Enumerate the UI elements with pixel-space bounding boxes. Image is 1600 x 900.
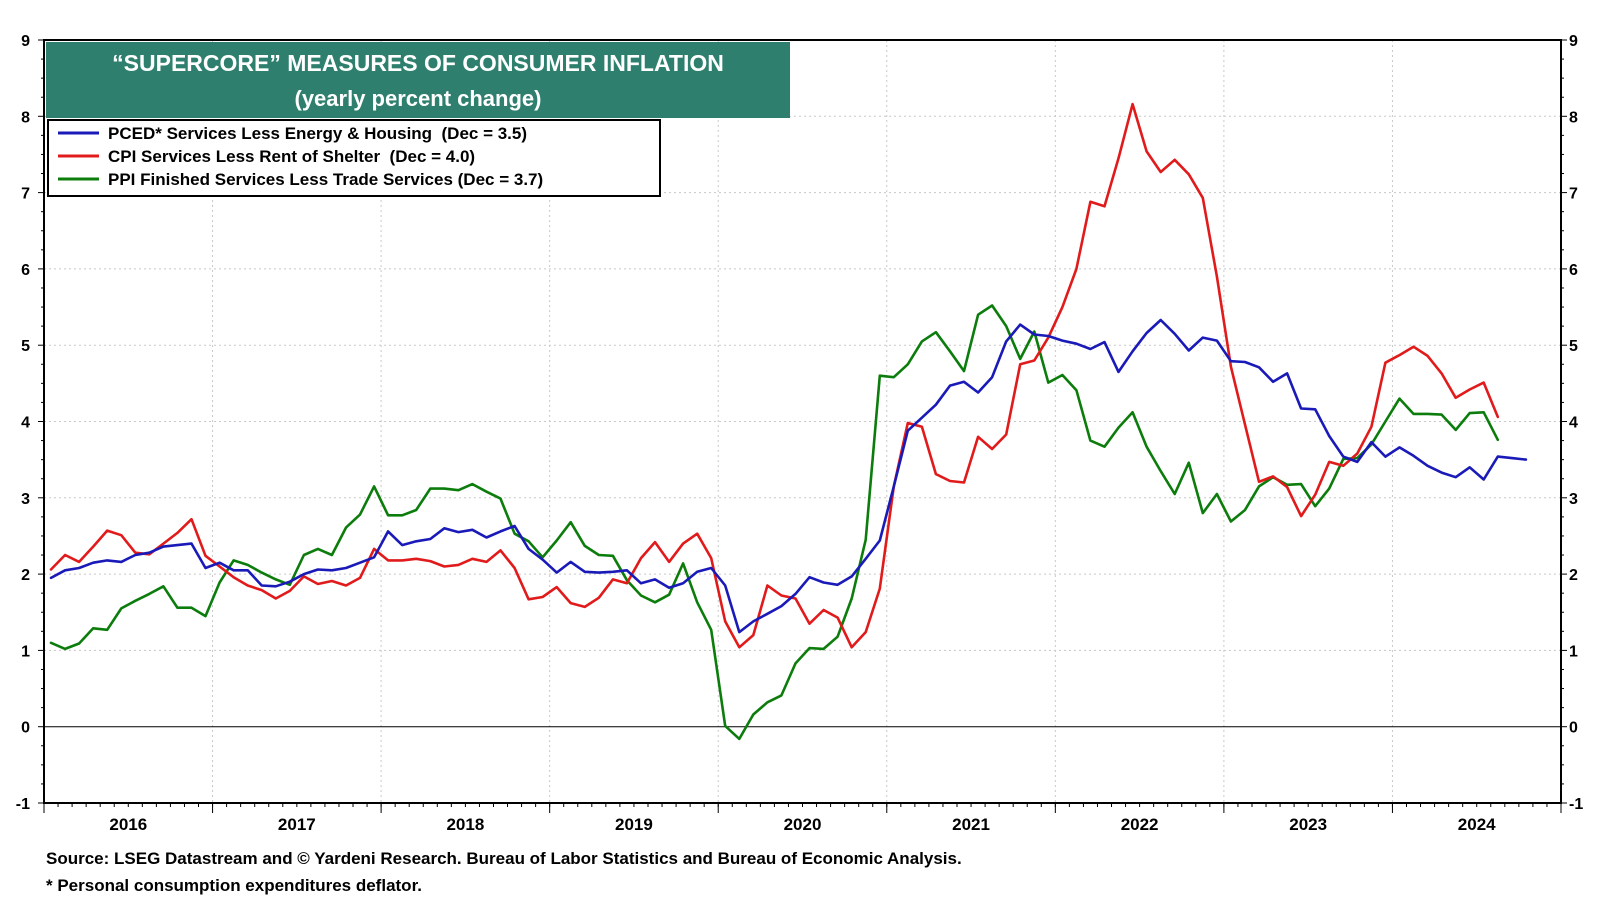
y-tick-label-left: 5 <box>21 338 30 355</box>
y-tick-label-right: 1 <box>1569 643 1578 660</box>
x-tick-label: 2017 <box>278 815 316 834</box>
y-tick-label-left: 6 <box>21 262 30 279</box>
y-tick-label-right: 9 <box>1569 33 1578 50</box>
y-tick-label-left: 8 <box>21 109 30 126</box>
series-line-ppi <box>49 304 1500 741</box>
y-tick-label-right: 0 <box>1569 720 1578 737</box>
y-tick-label-right: 7 <box>1569 186 1578 203</box>
series-line-cpi <box>49 102 1500 649</box>
title-box: “SUPERCORE” MEASURES OF CONSUMER INFLATI… <box>46 42 790 118</box>
y-tick-label-right: -1 <box>1569 796 1583 813</box>
series-line-pced <box>49 318 1528 634</box>
y-tick-label-left: 1 <box>21 643 30 660</box>
y-tick-label-right: 2 <box>1569 567 1578 584</box>
x-tick-label: 2018 <box>446 815 484 834</box>
y-tick-label-left: 2 <box>21 567 30 584</box>
x-tick-label: 2021 <box>952 815 990 834</box>
series-lines <box>49 102 1528 741</box>
y-tick-label-right: 5 <box>1569 338 1578 355</box>
legend-label-pced: PCED* Services Less Energy & Housing (De… <box>108 124 527 143</box>
chart-title: “SUPERCORE” MEASURES OF CONSUMER INFLATI… <box>112 50 724 76</box>
x-axis: 2016 2017 2018 2019 2020 2021 2022 2023 2024 <box>43 803 1562 834</box>
x-tick-label: 2019 <box>615 815 653 834</box>
legend-label-ppi: PPI Finished Services Less Trade Service… <box>108 170 543 189</box>
x-tick-label: 2016 <box>109 815 147 834</box>
y-axis-left: -1 0 1 2 3 4 5 6 7 8 9 <box>16 33 44 813</box>
y-tick-label-right: 6 <box>1569 262 1578 279</box>
y-tick-label-right: 3 <box>1569 491 1578 508</box>
y-tick-label-left: 7 <box>21 186 30 203</box>
x-tick-label: 2022 <box>1121 815 1159 834</box>
y-tick-label-right: 8 <box>1569 109 1578 126</box>
y-tick-label-left: -1 <box>16 796 30 813</box>
source-note: Source: LSEG Datastream and © Yardeni Re… <box>46 849 962 868</box>
y-tick-label-left: 3 <box>21 491 30 508</box>
legend-label-cpi: CPI Services Less Rent of Shelter (Dec =… <box>108 147 475 166</box>
x-tick-label: 2024 <box>1458 815 1496 834</box>
legend: PCED* Services Less Energy & Housing (De… <box>47 119 661 197</box>
y-tick-label-right: 4 <box>1569 415 1578 432</box>
y-tick-label-left: 9 <box>21 33 30 50</box>
x-tick-label: 2020 <box>784 815 822 834</box>
chart-subtitle: (yearly percent change) <box>295 86 542 111</box>
y-axis-right: -1 0 1 2 3 4 5 6 7 8 9 <box>1561 33 1583 813</box>
y-tick-label-left: 0 <box>21 720 30 737</box>
footnote-pced: * Personal consumption expenditures defl… <box>46 876 422 895</box>
y-tick-label-left: 4 <box>21 415 30 432</box>
x-tick-label: 2023 <box>1289 815 1327 834</box>
